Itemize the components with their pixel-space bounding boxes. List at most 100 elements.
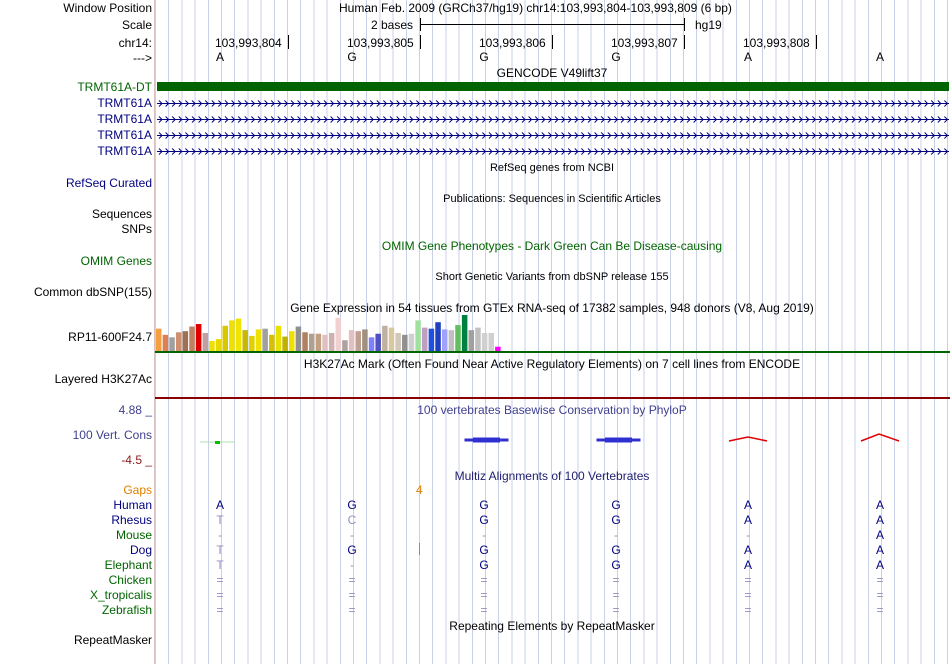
species-label[interactable]: Human: [113, 498, 152, 512]
publications-track-title[interactable]: Publications: Sequences in Scientific Ar…: [443, 193, 661, 205]
gtex-tissue-bar[interactable]: [289, 331, 295, 351]
publications-track-label[interactable]: Sequences: [91, 207, 152, 221]
gtex-tissue-bar[interactable]: [441, 329, 448, 351]
gtex-tissue-bar[interactable]: [475, 327, 481, 351]
gtex-tissue-bar[interactable]: [328, 333, 335, 351]
gtex-tissue-bar[interactable]: [448, 330, 455, 351]
alignment-base: -: [482, 528, 486, 542]
track-grid-background: [155, 0, 950, 664]
gtex-tissue-bar[interactable]: [175, 332, 182, 351]
gtex-tissue-bar[interactable]: [382, 325, 388, 351]
scale-text: 2 bases: [371, 18, 414, 32]
gtex-tissue-bar[interactable]: [368, 337, 375, 351]
alignment-base: =: [216, 603, 224, 617]
gtex-tissue-bar[interactable]: [335, 317, 342, 351]
scale-bar: [420, 24, 684, 25]
gtex-tissue-bar[interactable]: [481, 333, 488, 351]
gtex-tissue-bar[interactable]: [302, 332, 308, 351]
multiz-track-title[interactable]: Multiz Alignments of 100 Vertebrates: [454, 469, 650, 483]
window-position-title[interactable]: Human Feb. 2009 (GRCh37/hg19) chr14:103,…: [339, 1, 732, 15]
gtex-tissue-bar[interactable]: [269, 334, 275, 351]
gtex-tissue-bar[interactable]: [242, 330, 248, 351]
gtex-tissue-bar[interactable]: [275, 325, 282, 351]
gtex-gene-label[interactable]: RP11-600F24.7: [68, 330, 152, 344]
gtex-tissue-bar[interactable]: [461, 315, 468, 351]
gtex-tissue-bar[interactable]: [435, 322, 441, 351]
repeatmasker-track-title[interactable]: Repeating Elements by RepeatMasker: [449, 619, 655, 633]
gtex-tissue-bar[interactable]: [169, 337, 175, 351]
gtex-tissue-bar[interactable]: [415, 320, 421, 351]
gencode-track-title[interactable]: GENCODE V49lift37: [496, 66, 608, 80]
gtex-tissue-bar[interactable]: [342, 340, 348, 351]
dbsnp-track-label[interactable]: Common dbSNP(155): [33, 285, 152, 299]
gtex-tissue-bar[interactable]: [422, 327, 428, 351]
refseq-track-label[interactable]: RefSeq Curated: [65, 176, 152, 190]
gtex-tissue-bar[interactable]: [209, 340, 215, 351]
gtex-tissue-bar[interactable]: [402, 334, 408, 351]
gtex-tissue-bar[interactable]: [255, 329, 262, 351]
gtex-tissue-bar[interactable]: [156, 328, 162, 351]
phylop-track-label[interactable]: 100 Vert. Cons: [72, 428, 152, 442]
gtex-tissue-bar[interactable]: [322, 334, 328, 351]
species-label[interactable]: Elephant: [104, 558, 152, 572]
gtex-tissue-bar[interactable]: [262, 328, 268, 351]
gene-label-trmt61a[interactable]: TRMT61A: [97, 128, 152, 142]
ruler-tick: [816, 35, 817, 49]
h3k27ac-track-title[interactable]: H3K27Ac Mark (Often Found Near Active Re…: [303, 357, 801, 371]
gtex-tissue-bar[interactable]: [488, 333, 495, 351]
gtex-tissue-bar[interactable]: [375, 333, 381, 351]
gtex-tissue-bar[interactable]: [195, 324, 202, 351]
gene-feature-trmt61a-dt[interactable]: [157, 82, 949, 91]
gtex-tissue-bar[interactable]: [408, 333, 415, 351]
gtex-tissue-bar[interactable]: [222, 325, 229, 351]
gene-feature-trmt61a[interactable]: [157, 147, 949, 156]
omim-track-label[interactable]: OMIM Genes: [80, 254, 152, 268]
repeatmasker-track-label[interactable]: RepeatMasker: [73, 633, 152, 647]
gtex-tissue-bar[interactable]: [295, 326, 302, 351]
gene-feature-trmt61a[interactable]: [157, 115, 949, 124]
reference-base: G: [347, 50, 357, 64]
gene-feature-trmt61a[interactable]: [157, 99, 949, 108]
gtex-tissue-bar[interactable]: [215, 339, 222, 351]
gtex-tissue-bar[interactable]: [282, 336, 288, 351]
gtex-tissue-bar[interactable]: [355, 331, 362, 351]
species-label[interactable]: Chicken: [108, 573, 152, 587]
gtex-tissue-bar[interactable]: [395, 333, 401, 351]
gene-label-trmt61a[interactable]: TRMT61A: [97, 112, 152, 126]
gene-label-trmt61a[interactable]: TRMT61A: [97, 144, 152, 158]
gene-feature-trmt61a[interactable]: [157, 131, 949, 140]
species-label[interactable]: Dog: [129, 543, 152, 557]
gene-label-trmt61a-dt[interactable]: TRMT61A-DT: [77, 80, 152, 94]
gtex-tissue-bar[interactable]: [235, 318, 242, 351]
phylop-conservation-plot[interactable]: [155, 430, 950, 450]
gtex-tissue-bar[interactable]: [348, 330, 355, 351]
species-label[interactable]: Zebrafish: [101, 603, 152, 617]
gtex-tissue-bar[interactable]: [202, 333, 209, 351]
gtex-tissue-bar[interactable]: [182, 331, 189, 351]
gtex-tissue-bar[interactable]: [362, 329, 368, 351]
gtex-tissue-bar[interactable]: [315, 333, 322, 351]
species-label[interactable]: Mouse: [115, 528, 152, 542]
phylop-track-title[interactable]: 100 vertebrates Basewise Conservation by…: [417, 403, 687, 417]
snps-track-label[interactable]: SNPs: [121, 222, 152, 236]
omim-track-title[interactable]: OMIM Gene Phenotypes - Dark Green Can Be…: [381, 239, 723, 253]
refseq-track-title[interactable]: RefSeq genes from NCBI: [489, 162, 615, 174]
gtex-track-title[interactable]: Gene Expression in 54 tissues from GTEx …: [290, 301, 814, 315]
gtex-tissue-bar[interactable]: [229, 320, 235, 351]
gtex-tissue-bar[interactable]: [468, 330, 475, 351]
species-label[interactable]: X_tropicalis: [89, 588, 152, 602]
gtex-tissue-bar[interactable]: [428, 328, 435, 351]
gtex-tissue-bar[interactable]: [455, 325, 461, 351]
gtex-tissue-bar[interactable]: [308, 333, 315, 351]
gtex-tissue-bar[interactable]: [189, 326, 195, 351]
gtex-tissue-bar[interactable]: [495, 346, 501, 351]
gtex-tissue-bar[interactable]: [249, 335, 255, 351]
gtex-bar-chart[interactable]: [156, 315, 546, 352]
species-label[interactable]: Rhesus: [111, 513, 152, 527]
h3k27ac-track-label[interactable]: Layered H3K27Ac: [54, 372, 152, 386]
alignment-base: A: [875, 543, 885, 557]
gene-label-trmt61a[interactable]: TRMT61A: [97, 96, 152, 110]
gtex-tissue-bar[interactable]: [162, 334, 169, 351]
gtex-tissue-bar[interactable]: [388, 327, 395, 351]
dbsnp-track-title[interactable]: Short Genetic Variants from dbSNP releas…: [435, 271, 669, 283]
